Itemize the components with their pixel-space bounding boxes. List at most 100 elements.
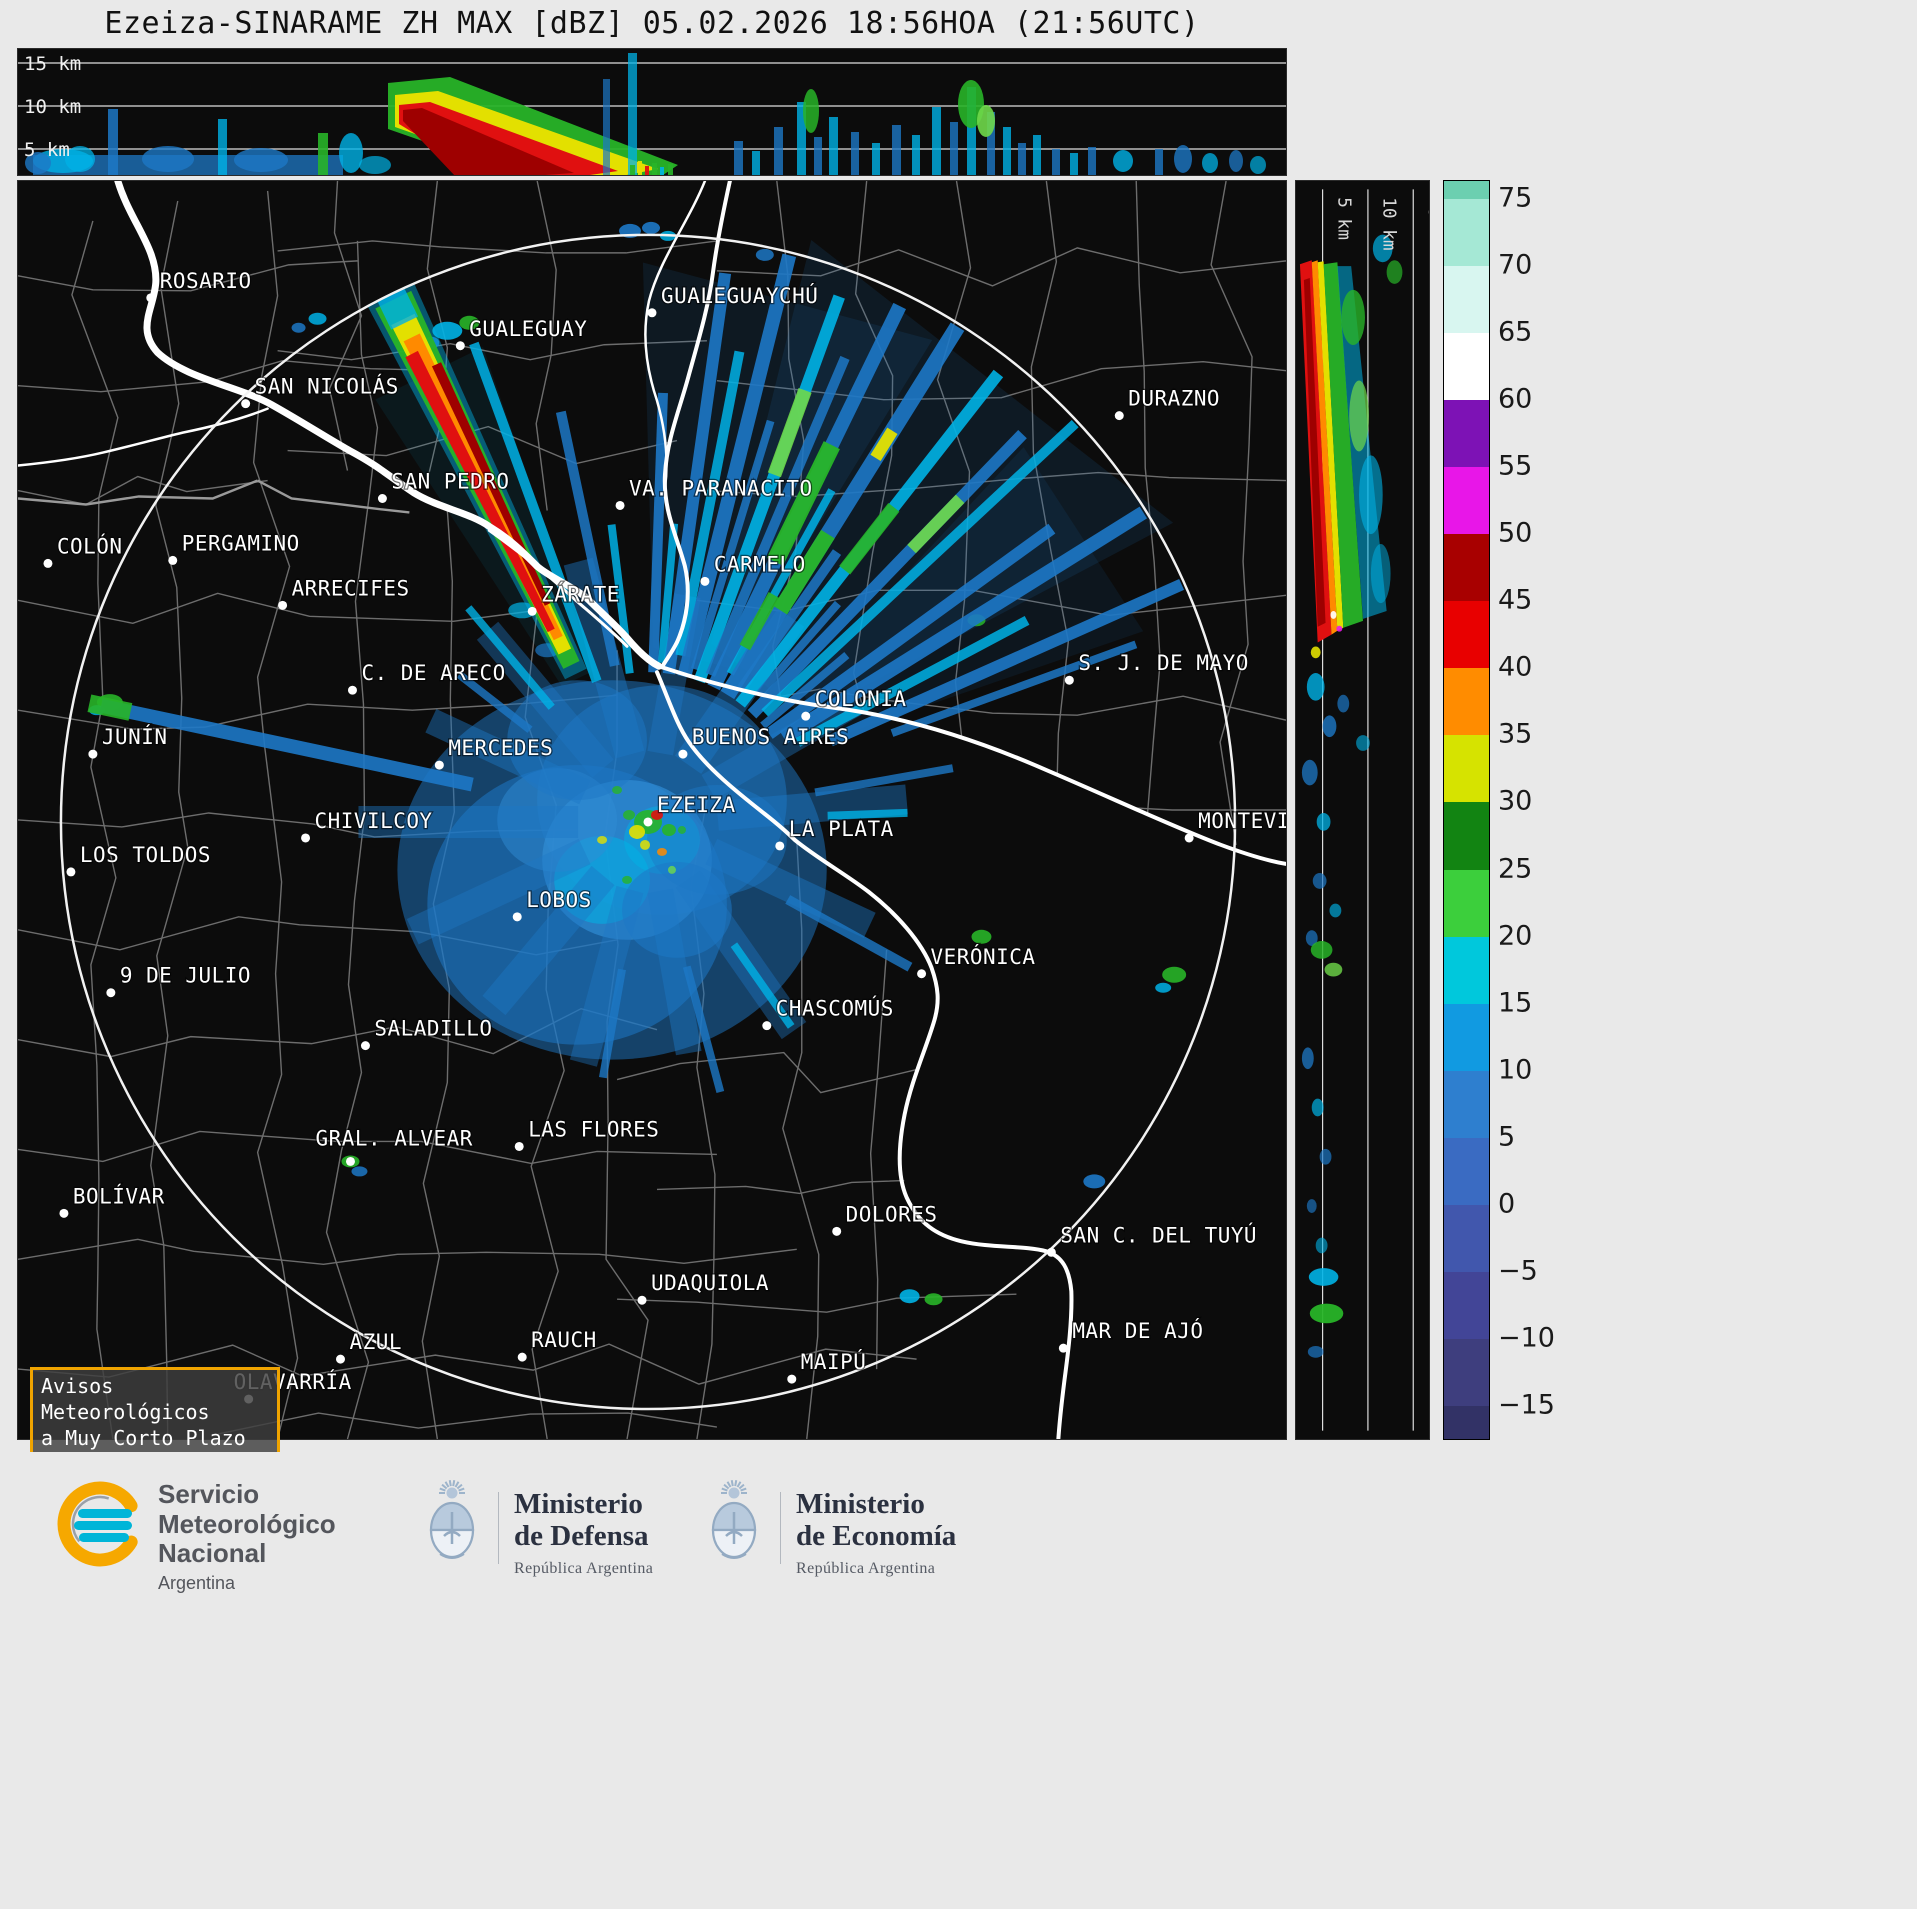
city-dot (527, 606, 537, 616)
city-label: BOLÍVAR (73, 1183, 165, 1208)
colorbar-segment (1444, 534, 1489, 601)
city-dot (801, 711, 811, 721)
city-layer: ROSARIO GUALEGUAYCHÚ GUALEGUAY SAN NICOLÁS D… (43, 268, 1286, 1404)
warning-line2: a Muy Corto Plazo (41, 1426, 246, 1450)
city-dot (1058, 1343, 1068, 1353)
smn-logo (52, 1476, 148, 1572)
argentina-coat-of-arms-icon (711, 1480, 757, 1559)
cross-section-right-chart: 5 km 10 km 15 km (1299, 189, 1429, 1431)
cross-section-top-chart: 15 km 10 km 5 km (18, 53, 1286, 175)
colorbar-tick-label: 35 (1498, 718, 1533, 750)
city-dot (643, 817, 653, 827)
colorbar-segment (1444, 937, 1489, 1004)
altitude-label: 5 km (1333, 197, 1353, 240)
city-label: SALADILLO (374, 1017, 492, 1041)
city-label: S. J. DE MAYO (1078, 651, 1248, 675)
colorbar-tick-label: 25 (1498, 853, 1533, 885)
city-dot (168, 555, 178, 565)
city-dot (43, 558, 53, 568)
city-dot (615, 500, 625, 510)
city-label: MONTEVIDEO (1198, 809, 1286, 833)
city-label: BUENOS AIRES (692, 725, 849, 749)
city-dot (787, 1374, 797, 1384)
warning-line1: Avisos Meteorológicos (41, 1374, 210, 1424)
colorbar-segment (1444, 1339, 1489, 1406)
defensa-coat-of-arms (420, 1480, 484, 1572)
reflectivity-colorbar (1443, 180, 1490, 1440)
colorbar-segment (1444, 601, 1489, 668)
right-echoes (1299, 234, 1403, 1358)
colorbar-tick-label: 0 (1498, 1188, 1516, 1220)
colorbar-segment (1444, 1272, 1489, 1339)
city-dot (1064, 675, 1074, 685)
city-label: SAN C. DEL TUYÚ (1060, 1222, 1257, 1247)
city-dot (514, 1141, 524, 1151)
city-label: LOBOS (526, 888, 592, 912)
smn-line3: Nacional (158, 1538, 267, 1569)
city-label: DOLORES (846, 1202, 938, 1226)
city-label: VERÓNICA (931, 944, 1036, 969)
rivers-coastlines (18, 181, 1286, 1439)
city-dot (59, 1208, 69, 1218)
warning-box[interactable]: Avisos Meteorológicos a Muy Corto Plazo (30, 1367, 280, 1459)
altitude-label: 5 km (24, 139, 70, 161)
colorbar-segment (1444, 400, 1489, 467)
colorbar-segment (1444, 266, 1489, 333)
altitude-label: 15 km (24, 53, 81, 75)
city-label: ROSARIO (160, 269, 252, 293)
city-dot (301, 833, 311, 843)
colorbar-segment (1444, 1004, 1489, 1071)
colorbar-segment (1444, 1071, 1489, 1138)
colorbar-segment (1444, 802, 1489, 870)
city-dot (347, 685, 357, 695)
colorbar-segment (1444, 467, 1489, 534)
colorbar-tick-label: 30 (1498, 785, 1533, 817)
city-label: GUALEGUAY (469, 317, 587, 341)
altitude-label: 15 km (1424, 197, 1429, 250)
economia-line3: República Argentina (796, 1559, 936, 1577)
city-label: ZÁRATE (541, 581, 620, 606)
city-dot (336, 1354, 345, 1364)
city-dot (517, 1352, 527, 1362)
city-label: 9 DE JULIO (120, 964, 251, 988)
city-dot (278, 600, 288, 610)
argentina-coat-of-arms-icon (429, 1480, 475, 1559)
city-label: DURAZNO (1128, 387, 1220, 411)
defensa-line3: República Argentina (514, 1559, 654, 1577)
cross-section-top-panel: 15 km 10 km 5 km (17, 48, 1287, 176)
city-dot (360, 1041, 370, 1051)
city-label: CHASCOMÚS (776, 996, 894, 1021)
colorbar-tick-label: 60 (1498, 383, 1533, 415)
colorbar-segment (1444, 199, 1489, 266)
city-dot (146, 293, 156, 303)
city-label: LOS TOLDOS (80, 843, 211, 867)
city-label: CHIVILCOY (315, 809, 433, 833)
city-label: SAN NICOLÁS (255, 374, 399, 399)
colorbar-tick-label: −5 (1498, 1255, 1538, 1287)
city-label: MERCEDES (448, 736, 553, 760)
colorbar-tick-label: −15 (1498, 1389, 1555, 1421)
colorbar-tick-label: 5 (1498, 1121, 1516, 1153)
city-dot (455, 341, 465, 351)
colorbar-tick-label: 55 (1498, 450, 1533, 482)
city-dot (88, 749, 98, 759)
economia-divider (780, 1492, 781, 1564)
economia-line1: Ministerio (796, 1488, 925, 1520)
city-label: ARRECIFES (292, 576, 410, 600)
defensa-line1: Ministerio (514, 1488, 643, 1520)
province-boundaries (18, 479, 410, 514)
city-label: RAUCH (531, 1328, 597, 1352)
city-label: MAR DE AJÓ (1072, 1318, 1203, 1343)
city-label: EZEIZA (657, 793, 736, 817)
city-dot (678, 749, 688, 759)
defensa-wordmark: Ministerio de Defensa República Argentin… (514, 1488, 653, 1578)
city-label: UDAQUIOLA (651, 1271, 769, 1295)
city-dot (345, 1156, 355, 1166)
water-mask (652, 667, 1286, 1439)
colorbar-segment (1444, 870, 1489, 937)
city-dot (647, 308, 657, 318)
top-echoes (25, 53, 1266, 175)
radar-map-panel: ROSARIO GUALEGUAYCHÚ GUALEGUAY SAN NICOLÁS D… (17, 180, 1287, 1440)
altitude-label: 10 km (24, 96, 81, 118)
